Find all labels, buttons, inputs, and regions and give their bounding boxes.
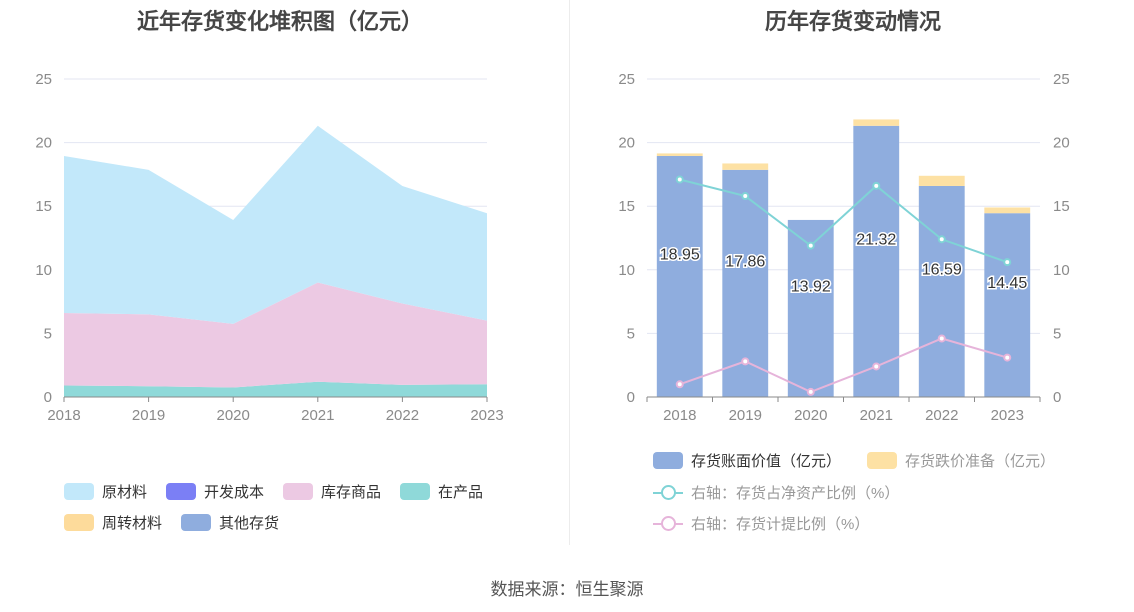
right-legend-item[interactable]: 存货账面价值（亿元） <box>653 450 841 471</box>
right-chart-title: 历年存货变动情况 <box>764 9 941 34</box>
legend-label: 存货账面价值（亿元） <box>691 453 842 470</box>
bar-impairment <box>722 163 769 170</box>
legend-swatch <box>283 483 313 500</box>
bar-value-label: 13.92 <box>791 278 831 295</box>
right-y-tick-label: 5 <box>627 325 635 342</box>
legend-swatch <box>64 514 94 531</box>
right-y-tick-label: 0 <box>627 389 635 406</box>
legend-swatch <box>653 452 683 469</box>
bar-value-label: 21.32 <box>856 231 896 248</box>
right-legend-item[interactable]: 存货跌价准备（亿元） <box>867 450 1055 471</box>
legend-label: 右轴：存货占净资产比例（%） <box>691 485 900 502</box>
right-x-tick-label: 2022 <box>925 407 958 424</box>
left-y-tick-label: 20 <box>35 135 52 152</box>
left-legend-item[interactable]: 原材料 <box>64 481 147 502</box>
legend-swatch <box>653 484 683 501</box>
right-y-tick-label: 20 <box>618 135 635 152</box>
left-y-tick-label: 10 <box>35 262 52 279</box>
line-net-assets-ratio <box>679 178 1008 264</box>
left-legend-item[interactable]: 开发成本 <box>166 481 264 502</box>
right-x-tick-label: 2021 <box>860 407 893 424</box>
right-y2-tick-label: 20 <box>1053 135 1070 152</box>
left-legend-item[interactable]: 其他存货 <box>181 512 279 533</box>
right-x-tick-label: 2023 <box>991 407 1024 424</box>
point-net-assets-ratio <box>806 241 815 250</box>
right-y2-tick-label: 15 <box>1053 198 1070 215</box>
right-y2-tick-label: 0 <box>1053 389 1061 406</box>
bar-impairment <box>656 153 703 156</box>
left-legend-item[interactable]: 库存商品 <box>283 481 381 502</box>
legend-swatch <box>181 514 211 531</box>
point-provision-ratio <box>1003 353 1012 362</box>
legend-swatch <box>64 483 94 500</box>
bar-impairment <box>984 207 1031 214</box>
legend-label: 原材料 <box>102 484 148 501</box>
legend-label: 存货跌价准备（亿元） <box>905 453 1056 470</box>
legend-swatch <box>867 452 897 469</box>
left-y-tick-label: 5 <box>44 325 52 342</box>
left-x-tick-label: 2022 <box>386 407 419 424</box>
right-y-tick-label: 10 <box>618 262 635 279</box>
point-net-assets-ratio <box>741 192 750 201</box>
point-net-assets-ratio <box>1003 258 1012 267</box>
right-y2-tick-label: 25 <box>1053 71 1070 88</box>
bar-value-label: 17.86 <box>725 253 765 270</box>
left-x-tick-label: 2020 <box>217 407 250 424</box>
bar-book-value <box>918 185 965 397</box>
bar-impairment <box>853 119 900 126</box>
bar-value-label: 14.45 <box>987 275 1027 292</box>
bar-impairment <box>918 175 965 186</box>
right-x-tick-label: 2018 <box>663 407 696 424</box>
panel-divider <box>569 0 570 545</box>
point-provision-ratio <box>872 362 881 371</box>
right-y-tick-label: 25 <box>618 71 635 88</box>
area-series-在产品 <box>64 381 487 397</box>
legend-label: 在产品 <box>438 484 484 501</box>
point-provision-ratio <box>675 380 684 389</box>
legend-label: 周转材料 <box>102 515 163 532</box>
left-legend-item[interactable]: 在产品 <box>400 481 483 502</box>
legend-label: 其他存货 <box>219 515 280 532</box>
point-provision-ratio <box>741 357 750 366</box>
left-x-tick-label: 2018 <box>47 407 80 424</box>
bar-value-label: 16.59 <box>922 261 962 278</box>
left-y-tick-label: 15 <box>35 198 52 215</box>
right-legend-item[interactable]: 右轴：存货占净资产比例（%） <box>653 482 899 503</box>
data-source-note: 数据来源：恒生聚源 <box>490 580 644 599</box>
legend-label: 库存商品 <box>321 484 382 501</box>
right-y2-tick-label: 10 <box>1053 262 1070 279</box>
left-x-tick-label: 2021 <box>301 407 334 424</box>
point-provision-ratio <box>806 387 815 396</box>
right-legend-item[interactable]: 右轴：存货计提比例（%） <box>653 513 869 534</box>
right-y2-tick-label: 5 <box>1053 325 1061 342</box>
legend-swatch <box>653 515 683 532</box>
bar-book-value <box>656 155 703 397</box>
legend-swatch <box>400 483 430 500</box>
left-y-tick-label: 25 <box>35 71 52 88</box>
left-y-tick-label: 0 <box>44 389 52 406</box>
legend-label: 右轴：存货计提比例（%） <box>691 516 870 533</box>
left-chart-title: 近年存货变化堆积图（亿元） <box>136 9 423 34</box>
bar-book-value <box>853 125 900 397</box>
right-y-tick-label: 15 <box>618 198 635 215</box>
legend-label: 开发成本 <box>204 484 265 501</box>
line-provision-ratio <box>679 337 1008 393</box>
point-net-assets-ratio <box>872 181 881 190</box>
area-series-库存商品 <box>64 282 487 388</box>
point-net-assets-ratio <box>675 175 684 184</box>
right-x-tick-label: 2019 <box>729 407 762 424</box>
bar-book-value <box>984 213 1031 397</box>
legend-swatch <box>166 483 196 500</box>
left-x-tick-label: 2023 <box>470 407 503 424</box>
left-x-tick-label: 2019 <box>132 407 165 424</box>
point-net-assets-ratio <box>937 235 946 244</box>
point-provision-ratio <box>937 334 946 343</box>
left-legend-item[interactable]: 周转材料 <box>64 512 162 533</box>
right-x-tick-label: 2020 <box>794 407 827 424</box>
bar-value-label: 18.95 <box>660 246 700 263</box>
area-series-原材料 <box>64 125 487 324</box>
